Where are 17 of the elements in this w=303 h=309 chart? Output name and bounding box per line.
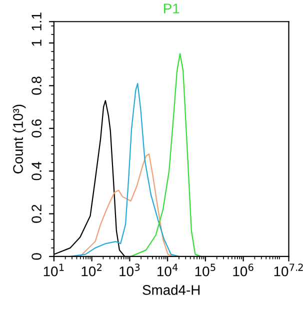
x-tick-label: 10$^{1}$ [44, 264, 64, 276]
y-tick-label: 0.6 [32, 119, 42, 138]
x-tick-label: 10$^{3}$ [120, 264, 140, 276]
y-axis-title: Count (10³) [12, 104, 26, 174]
x-tick-label: 10$^{6}$ [233, 264, 254, 276]
y-tick-label: 0.4 [32, 162, 42, 180]
x-tick-label: 10$^{4}$ [158, 264, 178, 276]
x-axis-title: Smad4-H [142, 284, 200, 295]
y-tick-label: 0.2 [32, 204, 42, 223]
y-tick-label: 1.1 [32, 12, 42, 30]
x-tick-label: 10$^{5}$ [195, 264, 216, 276]
x-tick-label: 10$^{7.2}$ [274, 264, 303, 276]
chart-title: P1 [164, 4, 180, 14]
x-tick-label: 10$^{2}$ [82, 264, 102, 276]
y-tick-label: 0.8 [32, 76, 42, 95]
y-tick-label: 1 [32, 40, 42, 46]
y-tick-label: 0 [32, 253, 42, 260]
